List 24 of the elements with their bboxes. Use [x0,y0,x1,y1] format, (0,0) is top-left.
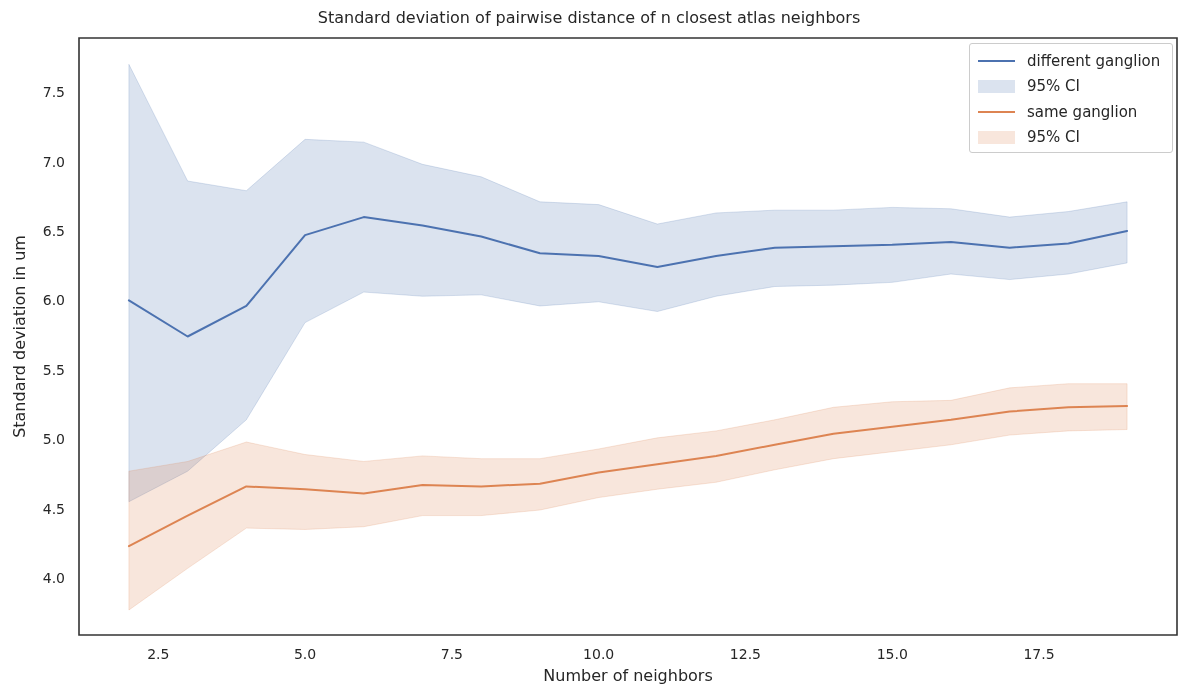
x-axis-title: Number of neighbors [543,665,713,685]
legend-label: different ganglion [1027,51,1161,70]
line-series [127,404,1129,548]
x-tick-label: 5.0 [293,646,317,662]
y-tick-label: 7.5 [42,84,65,101]
y-tick-label: 4.0 [42,570,65,587]
y-tick-label: 4.5 [42,500,65,517]
x-tick-label: 2.5 [147,646,170,662]
annotation: 95% CI [1027,128,1081,147]
legend-label: same ganglion [1027,102,1138,121]
y-tick-label: 6.5 [42,222,65,239]
y-tick-label: 6.0 [42,292,65,309]
x-tick-label: 7.5 [440,646,463,662]
annotation: 95% CI [1027,77,1081,96]
y-tick-label: 5.5 [42,361,65,378]
chart-title: Standard deviation of pairwise distance of n closest atlas neighbors [317,7,861,27]
y-axis-title: Standard deviation in um [9,235,29,438]
x-tick-label: 10.0 [583,646,615,662]
x-tick-label: 17.5 [1023,646,1055,662]
x-tick-label: 15.0 [876,646,908,662]
y-tick-label: 7.0 [42,153,65,170]
x-tick-label: 12.5 [729,646,762,662]
line-series [127,216,1129,338]
y-tick-label: 5.0 [42,431,65,448]
